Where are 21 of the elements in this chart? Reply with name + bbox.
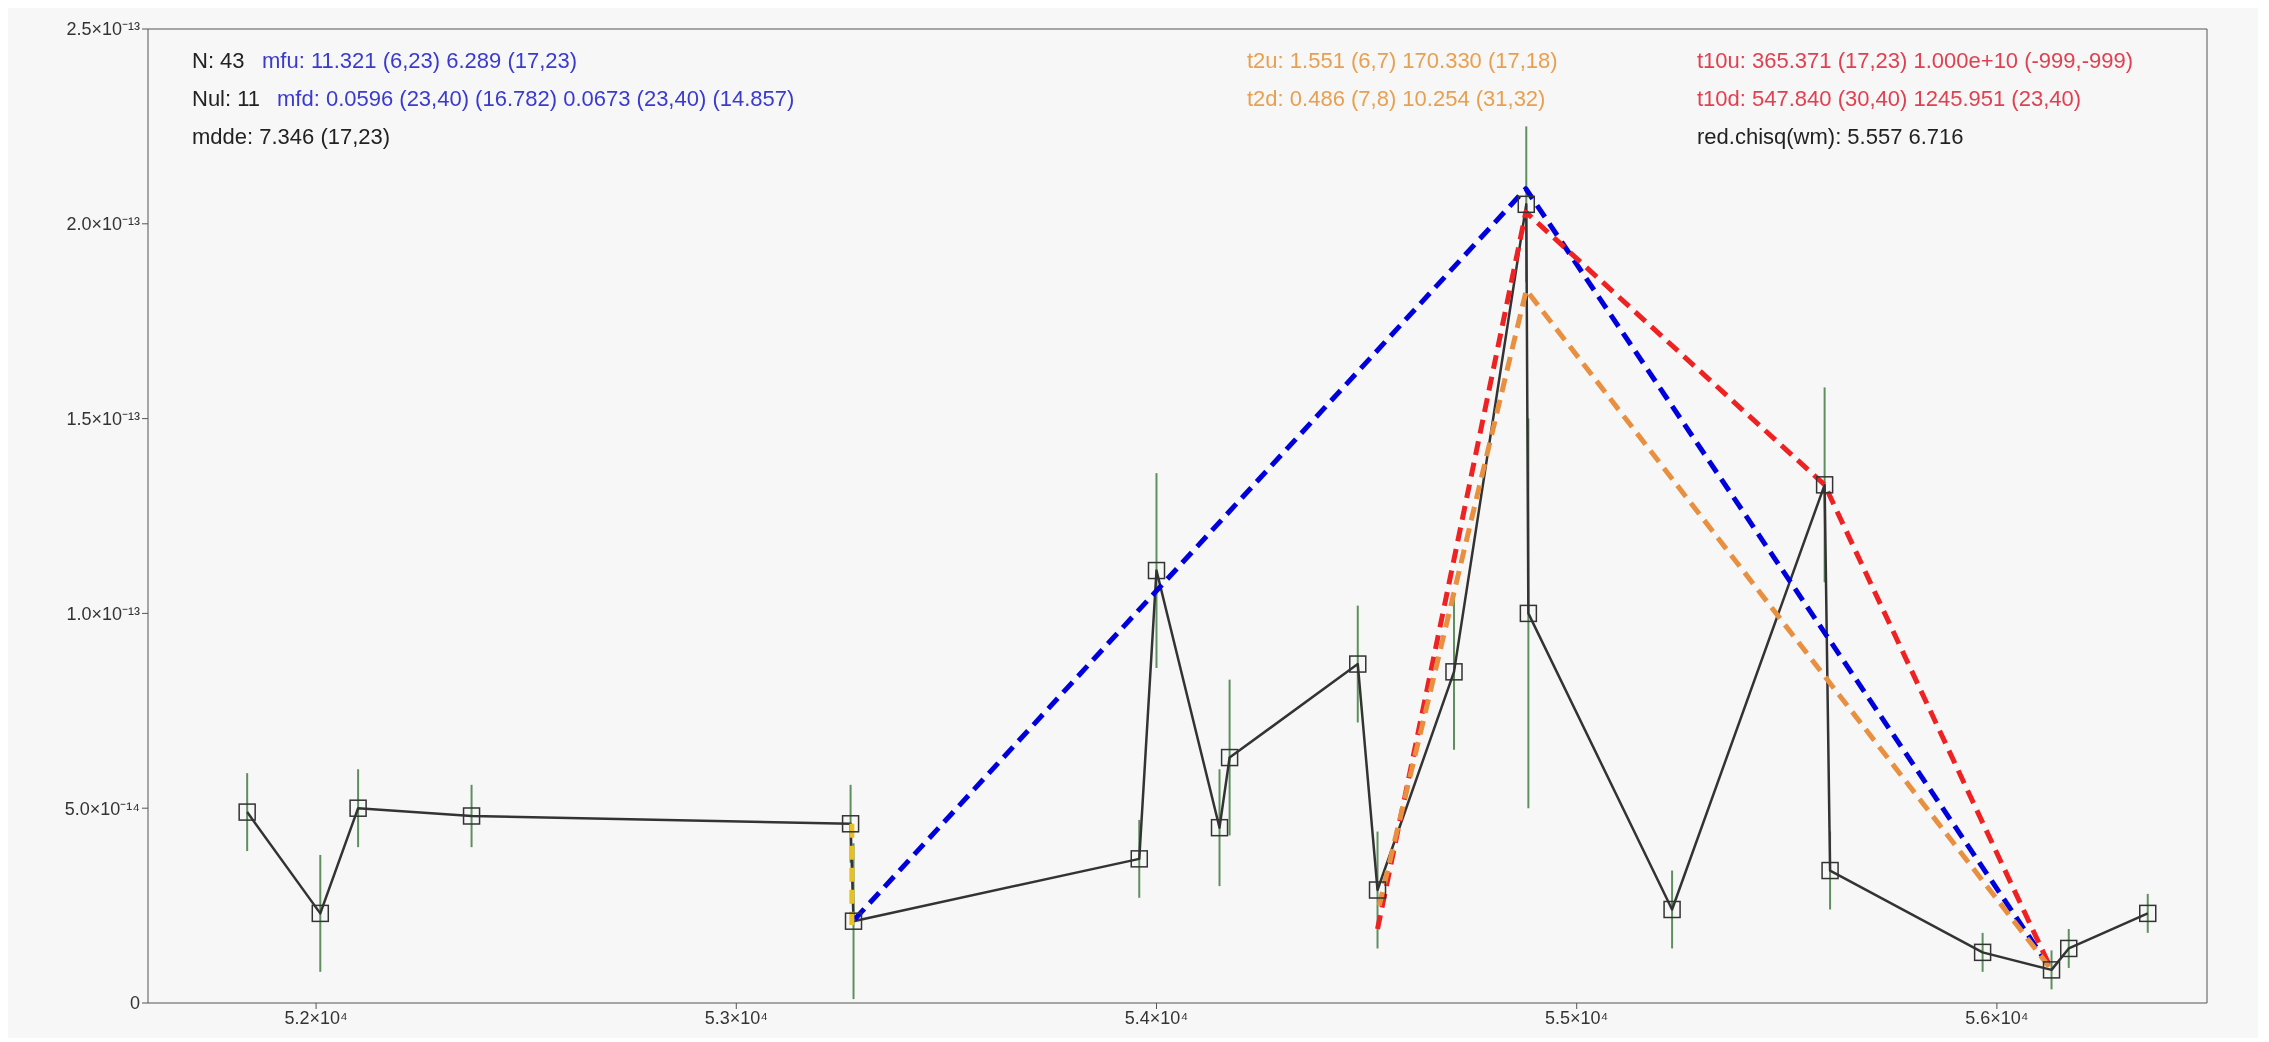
y-tick-label: 2.0×10⁻¹³ bbox=[66, 214, 140, 235]
y-tick-label: 1.0×10⁻¹³ bbox=[66, 603, 140, 624]
annotation: t10u: 365.371 (17,23) 1.000e+10 (-999,-999) bbox=[1693, 48, 2138, 74]
y-tick-label: 2.5×10⁻¹³ bbox=[66, 19, 140, 40]
annotation: t2u: 1.551 (6,7) 170.330 (17,18) bbox=[1243, 48, 1562, 74]
y-tick-label: 1.5×10⁻¹³ bbox=[66, 408, 140, 429]
x-tick-label: 5.2×10⁴ bbox=[284, 1007, 348, 1028]
x-tick-label: 5.6×10⁴ bbox=[1965, 1007, 2029, 1028]
annotation: red.chisq(wm): 5.557 6.716 bbox=[1693, 124, 1968, 150]
annotation: t10d: 547.840 (30,40) 1245.951 (23,40) bbox=[1693, 86, 2086, 112]
annotation: mfd: 0.0596 (23,40) (16.782) 0.0673 (23,40) (14.857) bbox=[273, 86, 799, 112]
x-tick-label: 5.3×10⁴ bbox=[704, 1007, 768, 1028]
x-tick-label: 5.5×10⁴ bbox=[1545, 1007, 1609, 1028]
y-tick-label: 0 bbox=[129, 993, 140, 1014]
y-tick-label: 5.0×10⁻¹⁴ bbox=[64, 798, 140, 819]
annotation: mfu: 11.321 (6,23) 6.289 (17,23) bbox=[258, 48, 582, 74]
annotation: t2d: 0.486 (7,8) 10.254 (31,32) bbox=[1243, 86, 1550, 112]
annotation: Nul: 11 bbox=[188, 86, 265, 112]
annotation: N: 43 bbox=[188, 48, 249, 74]
x-tick-label: 5.4×10⁴ bbox=[1124, 1007, 1189, 1028]
annotation: mdde: 7.346 (17,23) bbox=[188, 124, 395, 150]
